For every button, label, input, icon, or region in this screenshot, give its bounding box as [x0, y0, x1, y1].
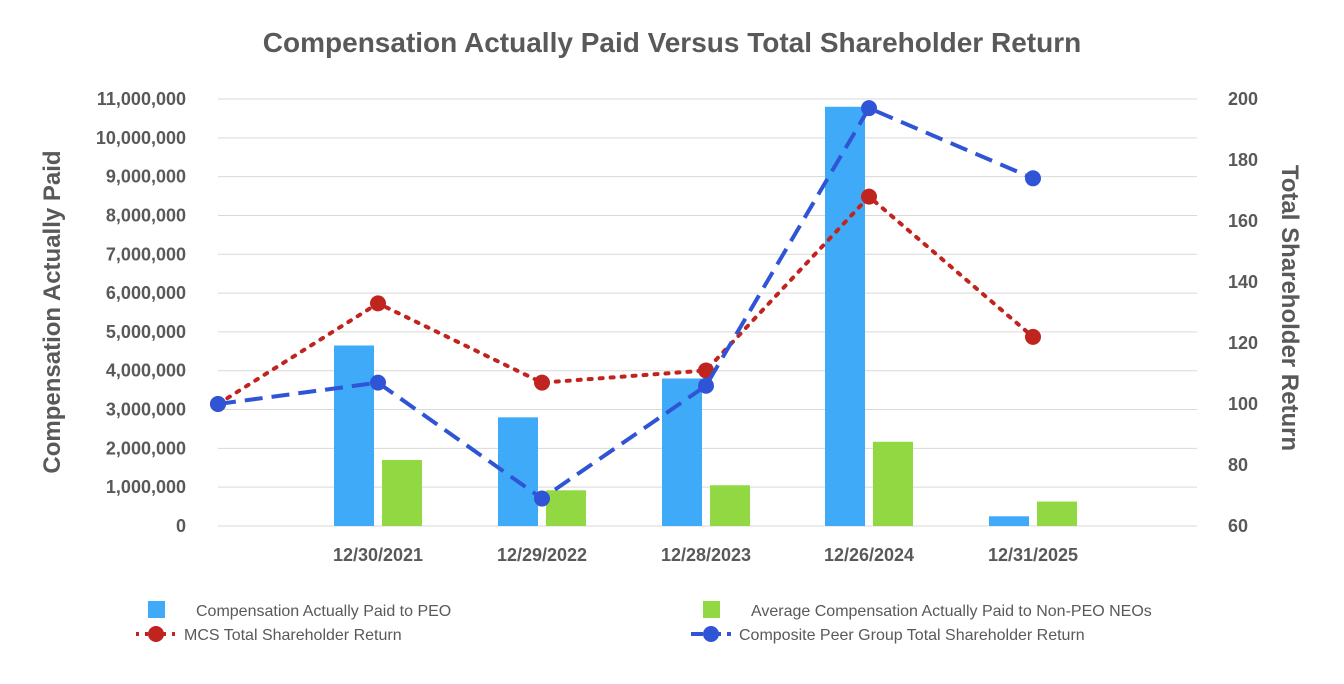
- legend-item-peer-tsr: Composite Peer Group Total Shareholder R…: [691, 626, 1085, 644]
- legend-swatch: [148, 601, 165, 618]
- bar-peo: [825, 106, 865, 526]
- mcs-tsr-point: [370, 295, 386, 312]
- legend-item-mcs-tsr: MCS Total Shareholder Return: [136, 626, 402, 644]
- left-tick-label: 8,000,000: [106, 205, 186, 225]
- right-tick-label: 180: [1228, 150, 1258, 170]
- mcs-tsr-point: [1025, 328, 1041, 345]
- bar-peo: [498, 417, 538, 526]
- bar-peo: [662, 378, 702, 526]
- left-tick-label: 1,000,000: [106, 477, 186, 497]
- right-tick-label: 160: [1228, 211, 1258, 231]
- legend-label: Compensation Actually Paid to PEO: [196, 603, 451, 620]
- legend-item-non-peo: Average Compensation Actually Paid to No…: [703, 601, 1152, 620]
- left-tick-label: 11,000,000: [97, 89, 186, 109]
- peer-tsr-point: [861, 100, 877, 117]
- peer-tsr-point: [698, 377, 714, 394]
- mcs-tsr-point: [698, 362, 714, 379]
- bar-non-peo: [1037, 501, 1077, 526]
- right-tick-label: 100: [1228, 394, 1258, 414]
- bar-non-peo: [873, 441, 913, 526]
- legend-marker: [703, 626, 719, 642]
- legend-item-peo: Compensation Actually Paid to PEO: [148, 601, 451, 620]
- axis-layer: 0 1,000,000 2,000,000 3,000,000 4,000,000 5,0…: [96, 89, 1258, 565]
- bars-layer: [334, 106, 1077, 526]
- left-tick-label: 5,000,000: [106, 322, 186, 342]
- x-tick-label: 12/30/2021: [333, 545, 423, 565]
- right-tick-label: 120: [1228, 333, 1258, 353]
- peer-tsr-point: [534, 490, 550, 507]
- peer-tsr-point: [1025, 170, 1041, 187]
- mcs-tsr-line: [216, 193, 1035, 406]
- left-tick-label: 4,000,000: [106, 361, 186, 381]
- peer-tsr-point: [370, 374, 386, 391]
- x-tick-label: 12/31/2025: [988, 545, 1078, 565]
- left-tick-label: 3,000,000: [106, 400, 186, 420]
- left-tick-label: 0: [176, 516, 186, 536]
- bar-non-peo: [710, 485, 750, 526]
- legend: Compensation Actually Paid to PEO Average…: [136, 601, 1152, 644]
- right-tick-label: 80: [1228, 455, 1248, 475]
- x-tick-label: 12/29/2022: [497, 545, 587, 565]
- peer-tsr-point: [210, 396, 226, 412]
- lines-layer: [210, 100, 1041, 507]
- mcs-tsr-point: [861, 188, 877, 205]
- legend-label: Composite Peer Group Total Shareholder R…: [739, 627, 1085, 644]
- left-tick-label: 7,000,000: [106, 244, 186, 264]
- right-tick-label: 60: [1228, 516, 1248, 536]
- left-tick-label: 10,000,000: [96, 128, 186, 148]
- legend-label: Average Compensation Actually Paid to No…: [751, 603, 1152, 620]
- bar-peo: [989, 516, 1029, 526]
- right-tick-label: 200: [1228, 89, 1258, 109]
- legend-swatch: [703, 601, 720, 618]
- left-axis-title: Compensation Actually Paid: [39, 150, 66, 473]
- left-tick-label: 6,000,000: [106, 283, 186, 303]
- legend-marker: [148, 626, 164, 642]
- x-tick-label: 12/28/2023: [661, 545, 751, 565]
- right-tick-label: 140: [1228, 272, 1258, 292]
- right-axis-title: Total Shareholder Return: [1276, 165, 1303, 451]
- bar-non-peo: [382, 460, 422, 526]
- left-tick-label: 9,000,000: [106, 167, 186, 187]
- left-tick-label: 2,000,000: [106, 438, 186, 458]
- bar-peo: [334, 345, 374, 526]
- legend-label: MCS Total Shareholder Return: [184, 627, 402, 644]
- mcs-tsr-point: [534, 374, 550, 391]
- bar-non-peo: [546, 490, 586, 526]
- peer-tsr-line: [217, 105, 1034, 501]
- chart-title: Compensation Actually Paid Versus Total …: [263, 27, 1081, 58]
- x-tick-label: 12/26/2024: [824, 545, 914, 565]
